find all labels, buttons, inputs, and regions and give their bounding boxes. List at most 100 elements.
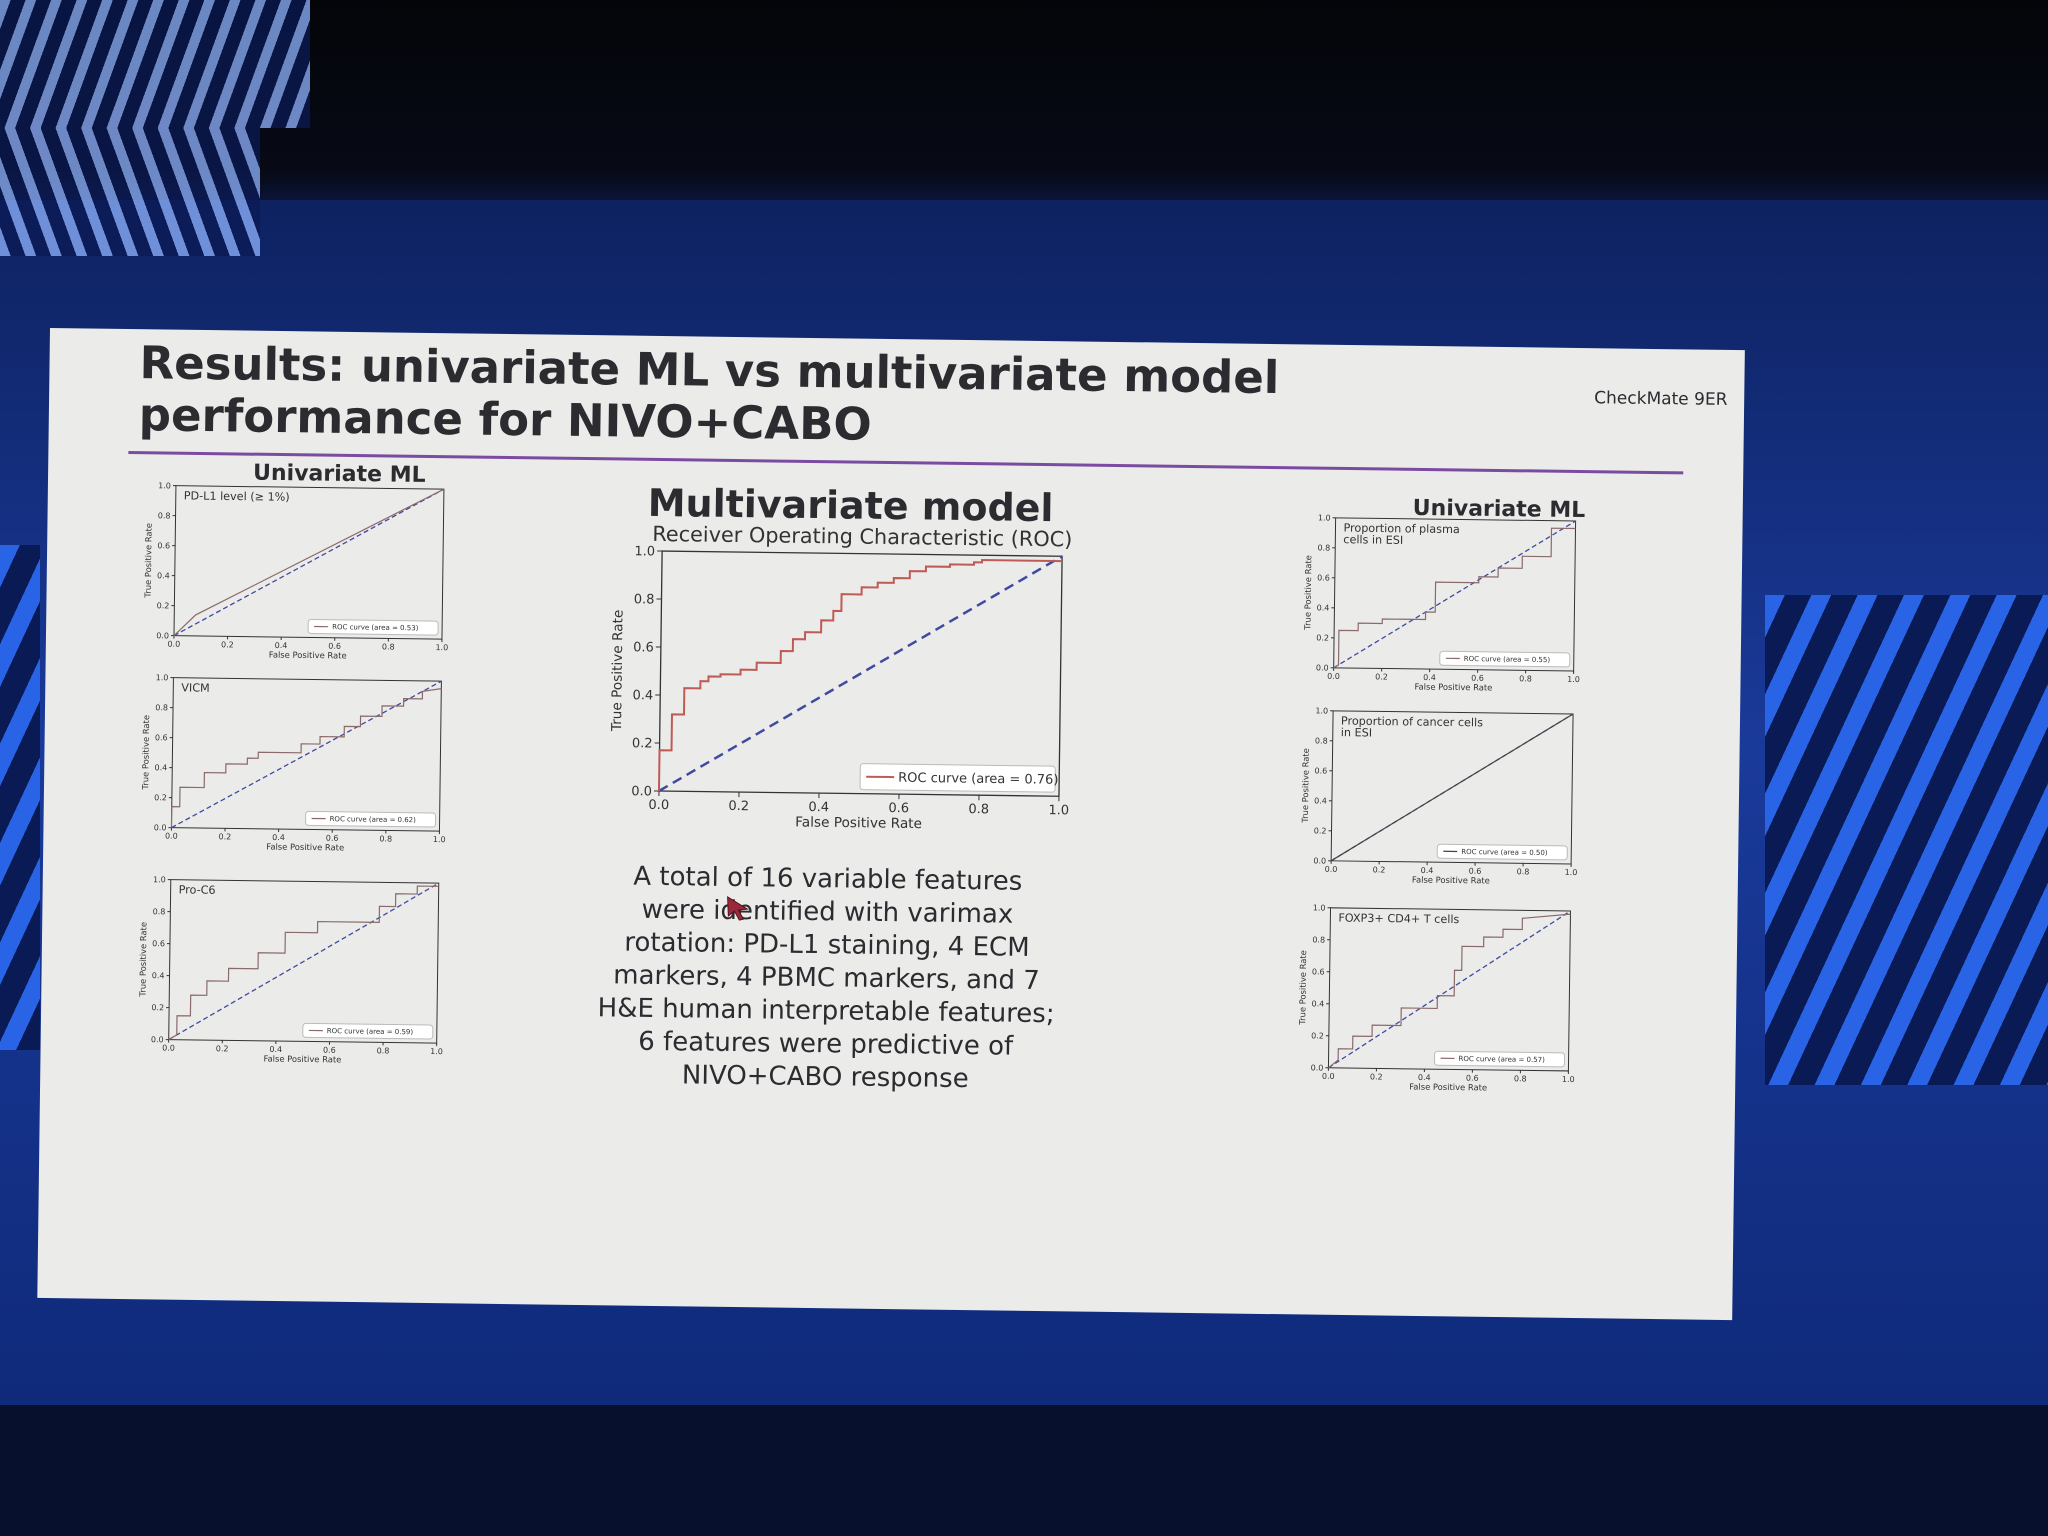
y-tick-label: 0.4	[154, 763, 167, 772]
y-tick-label: 0.2	[1314, 826, 1327, 835]
y-tick-label: 1.0	[156, 673, 169, 682]
stage-stripes-left	[0, 545, 40, 1050]
y-axis-label: True Positive Rate	[1297, 950, 1308, 1026]
chance-diagonal	[1333, 520, 1576, 669]
summary-text: A total of 16 variable features were ide…	[597, 861, 1055, 1095]
roc-chart-cancer-cells: 0.0 0.2 0.4 0.6 0.8 1.0 0.0 0.2 0.4 0.6 0.8 1.0 Fals…	[1300, 706, 1578, 885]
y-axis-label: True Positive Rate	[1302, 555, 1313, 631]
x-tick-label: 0.2	[1370, 1072, 1383, 1081]
plot-frame	[1333, 517, 1577, 672]
plot-frame	[658, 550, 1063, 797]
x-tick-label: 0.0	[648, 798, 669, 813]
x-tick-label: 0.8	[377, 1046, 390, 1055]
x-tick-label: 0.2	[1373, 865, 1386, 874]
y-tick-label: 0.4	[632, 688, 653, 703]
roc-chart-plasma-cells: 0.0 0.2 0.4 0.6 0.8 1.0 0.0 0.2 0.4 0.6 0.8 1.0 Fals…	[1302, 513, 1580, 692]
y-tick-label: 0.8	[1312, 935, 1325, 944]
x-tick-label: 0.6	[323, 1046, 336, 1055]
y-tick-label: 0.8	[1317, 543, 1330, 552]
x-tick-label: 1.0	[433, 835, 446, 844]
y-tick-label: 0.6	[1315, 766, 1328, 775]
chance-diagonal	[658, 555, 1063, 793]
main-roc-chart: 0.0 0.2 0.4 0.6 0.8 1.0 0.0 0.2 0.4 0.6 0.8 1.0 Fals…	[609, 522, 1073, 832]
pointer-cursor-icon	[727, 895, 749, 921]
legend-box	[1434, 1050, 1566, 1068]
stage-stripes-bottom-left	[0, 0, 310, 128]
y-tick-label: 0.0	[154, 823, 167, 832]
subplot-title: cells in ESI	[1343, 533, 1403, 547]
x-tick-label: 1.0	[430, 1047, 443, 1056]
y-tick-label: 0.4	[1314, 796, 1327, 805]
y-tick-label: 0.4	[1311, 999, 1324, 1008]
x-tick-label: 0.6	[1471, 674, 1484, 683]
x-tick-label: 0.0	[1325, 865, 1338, 874]
y-tick-label: 1.0	[634, 544, 655, 559]
y-tick-label: 1.0	[1318, 513, 1331, 522]
y-tick-label: 0.2	[1311, 1031, 1324, 1040]
y-tick-label: 0.2	[157, 601, 170, 610]
y-tick-label: 0.4	[152, 971, 165, 980]
y-axis-label: True Positive Rate	[137, 922, 148, 998]
y-tick-label: 0.8	[158, 511, 171, 520]
y-tick-label: 0.6	[157, 541, 170, 550]
x-tick-label: 0.2	[219, 832, 232, 841]
y-tick-label: 0.8	[153, 907, 166, 916]
plot-frame	[170, 677, 442, 832]
y-tick-label: 0.8	[1315, 736, 1328, 745]
x-tick-label: 0.6	[328, 642, 341, 651]
legend-box	[307, 618, 439, 636]
x-axis-label: False Positive Rate	[1414, 681, 1492, 692]
y-tick-label: 0.4	[157, 571, 170, 580]
x-axis-label: False Positive Rate	[269, 649, 347, 660]
y-tick-label: 0.0	[1311, 1063, 1324, 1072]
y-tick-label: 1.0	[1315, 706, 1328, 715]
roc-curve-line	[168, 885, 439, 1041]
y-tick-label: 0.8	[155, 703, 168, 712]
y-tick-label: 0.0	[1313, 856, 1326, 865]
legend-label: ROC curve (area = 0.50)	[1461, 848, 1548, 857]
slide-title: Results: univariate ML vs multivariate m…	[138, 336, 1280, 451]
legend-label: ROC curve (area = 0.57)	[1459, 1055, 1546, 1064]
x-tick-label: 0.8	[1519, 674, 1532, 683]
x-tick-label: 0.0	[1327, 672, 1340, 681]
x-tick-label: 0.2	[216, 1044, 229, 1053]
x-tick-label: 1.0	[1562, 1075, 1575, 1084]
y-tick-label: 0.0	[1316, 663, 1329, 672]
roc-curve-line	[1330, 713, 1574, 862]
roc-curve-line	[1328, 913, 1571, 1069]
y-tick-label: 0.6	[1317, 573, 1330, 582]
subplot-title: PD-L1 level (≥ 1%)	[184, 489, 290, 503]
x-tick-label: 0.6	[326, 834, 339, 843]
x-tick-label: 0.8	[1517, 867, 1530, 876]
roc-chart-pdl1: 0.0 0.2 0.4 0.6 0.8 1.0 0.0 0.2 0.4 0.6 0.8 1.0 Fals…	[143, 481, 449, 660]
y-tick-label: 0.8	[634, 592, 655, 607]
y-tick-label: 0.2	[151, 1003, 164, 1012]
y-tick-label: 1.0	[158, 481, 171, 490]
y-tick-label: 1.0	[1313, 903, 1326, 912]
legend-box	[1439, 650, 1571, 668]
x-tick-label: 0.6	[888, 801, 909, 816]
x-tick-label: 0.4	[275, 641, 288, 650]
x-axis-label: False Positive Rate	[263, 1053, 341, 1064]
y-tick-label: 0.2	[632, 736, 653, 751]
stage-stripes-bottom-right	[0, 128, 260, 256]
legend-label: ROC curve (area = 0.76)	[898, 771, 1058, 788]
x-tick-label: 0.2	[728, 799, 749, 814]
chance-diagonal	[173, 488, 445, 637]
subplot-title: VICM	[181, 681, 210, 694]
subplot-title: Proportion of cancer cells	[1341, 715, 1483, 730]
legend-box	[859, 763, 1056, 793]
roc-chart-vicm: 0.0 0.2 0.4 0.6 0.8 1.0 0.0 0.2 0.4 0.6 0.8 1.0 Fals…	[140, 673, 446, 852]
plot-frame	[1327, 907, 1572, 1072]
x-tick-label: 1.0	[1567, 675, 1580, 684]
y-axis-label: True Positive Rate	[140, 715, 151, 791]
chart-title: Receiver Operating Characteristic (ROC)	[652, 522, 1072, 551]
x-tick-label: 0.4	[272, 833, 285, 842]
x-axis-label: False Positive Rate	[795, 814, 922, 832]
x-tick-label: 0.4	[1421, 866, 1434, 875]
subplot-title: in ESI	[1341, 726, 1372, 739]
chance-diagonal	[171, 680, 442, 829]
subplot-title: Proportion of plasma	[1343, 522, 1459, 537]
x-tick-label: 0.8	[1514, 1074, 1527, 1083]
x-tick-label: 0.4	[269, 1045, 282, 1054]
